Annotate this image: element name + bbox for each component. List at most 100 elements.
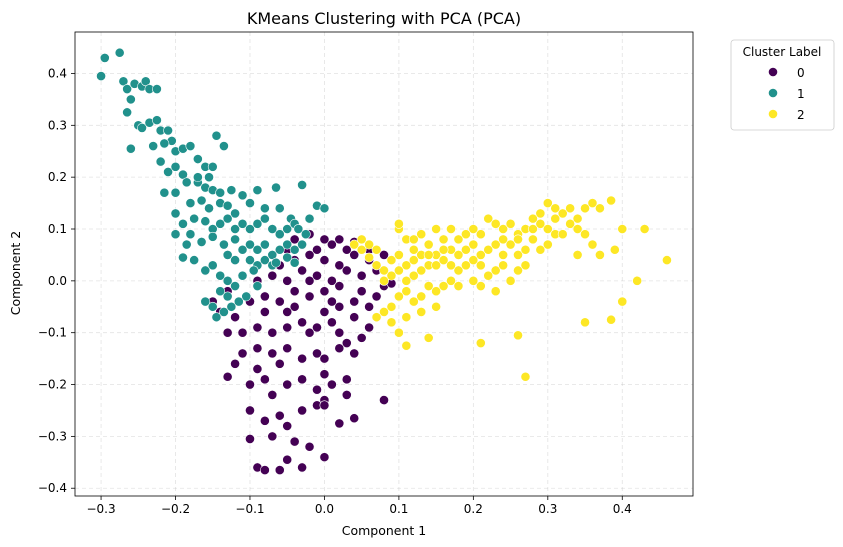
data-point-cluster-0 [282, 379, 293, 390]
data-point-cluster-1 [122, 84, 133, 94]
data-point-cluster-1 [245, 198, 255, 208]
data-point-cluster-2 [379, 265, 389, 276]
data-point-cluster-2 [408, 296, 419, 307]
data-point-cluster-0 [267, 270, 278, 281]
data-point-cluster-1 [237, 244, 248, 255]
data-point-cluster-0 [222, 371, 233, 382]
data-point-cluster-0 [349, 413, 360, 424]
data-point-cluster-2 [572, 213, 583, 224]
data-point-cluster-0 [304, 250, 315, 260]
data-point-cluster-1 [196, 237, 207, 247]
data-point-cluster-2 [371, 244, 382, 255]
data-point-cluster-1 [181, 239, 192, 250]
data-point-cluster-1 [207, 301, 218, 312]
data-point-cluster-1 [215, 218, 226, 229]
data-point-cluster-1 [319, 203, 330, 214]
data-point-cluster-2 [513, 265, 523, 276]
data-point-cluster-0 [334, 281, 345, 291]
data-point-cluster-1 [207, 161, 218, 172]
data-point-cluster-2 [542, 224, 553, 234]
data-point-cluster-1 [159, 138, 170, 149]
data-point-cluster-0 [282, 343, 293, 354]
data-point-cluster-1 [148, 141, 159, 151]
data-point-cluster-1 [274, 229, 285, 240]
legend-marker-2 [768, 109, 778, 119]
data-point-cluster-1 [207, 260, 218, 271]
data-point-cluster-0 [319, 255, 330, 266]
data-point-cluster-1 [230, 224, 240, 234]
data-point-cluster-0 [326, 296, 337, 307]
data-point-cluster-1 [289, 244, 300, 255]
legend-marker-0 [768, 67, 778, 77]
chart-title: KMeans Clustering with PCA (PCA) [247, 9, 521, 28]
x-tick-label: 0.2 [464, 502, 483, 516]
data-point-cluster-2 [572, 224, 583, 234]
x-tick-label: 0.1 [389, 502, 408, 516]
data-point-cluster-1 [178, 218, 188, 229]
data-point-cluster-2 [528, 234, 538, 245]
data-point-cluster-2 [483, 270, 494, 281]
x-tick-label: 0.3 [538, 502, 557, 516]
data-point-cluster-2 [520, 244, 531, 255]
data-point-cluster-1 [252, 244, 263, 255]
data-point-cluster-2 [423, 239, 434, 250]
data-point-cluster-2 [461, 260, 471, 271]
data-point-cluster-0 [297, 353, 307, 364]
data-point-cluster-0 [259, 374, 270, 385]
data-point-cluster-2 [528, 224, 538, 234]
data-point-cluster-0 [230, 358, 240, 369]
data-point-cluster-1 [245, 224, 255, 234]
data-point-cluster-0 [274, 410, 285, 421]
data-point-cluster-1 [192, 172, 203, 183]
data-point-cluster-2 [520, 371, 531, 382]
data-point-cluster-1 [200, 265, 211, 276]
data-point-cluster-1 [282, 239, 293, 250]
data-point-cluster-2 [550, 203, 561, 214]
data-point-cluster-1 [252, 218, 263, 229]
data-point-cluster-0 [222, 327, 233, 338]
data-point-cluster-1 [219, 239, 229, 250]
data-point-cluster-2 [606, 195, 616, 206]
data-point-cluster-1 [181, 177, 192, 188]
data-point-cluster-0 [304, 327, 315, 338]
data-point-cluster-2 [356, 244, 367, 255]
data-point-cluster-0 [312, 322, 322, 333]
data-point-cluster-0 [237, 348, 248, 359]
data-point-cluster-0 [252, 343, 263, 354]
data-point-cluster-1 [200, 216, 211, 227]
data-point-cluster-2 [498, 260, 509, 271]
data-point-cluster-1 [159, 187, 170, 198]
data-point-cluster-2 [468, 239, 479, 250]
data-point-cluster-1 [222, 275, 233, 286]
data-point-cluster-0 [334, 301, 345, 312]
data-point-cluster-1 [96, 71, 106, 81]
data-point-cluster-0 [267, 327, 278, 338]
data-point-cluster-0 [364, 322, 375, 333]
data-point-cluster-1 [237, 190, 248, 201]
data-point-cluster-0 [267, 348, 278, 359]
data-point-cluster-2 [401, 260, 412, 271]
data-point-cluster-2 [498, 224, 509, 234]
data-point-cluster-2 [475, 250, 486, 260]
data-point-cluster-0 [230, 312, 240, 323]
x-tick-label: 0.0 [315, 502, 334, 516]
data-point-cluster-1 [185, 229, 196, 240]
data-point-cluster-1 [155, 156, 166, 167]
data-point-cluster-0 [312, 384, 322, 395]
data-point-cluster-0 [274, 465, 285, 475]
data-point-cluster-2 [498, 250, 509, 260]
data-point-cluster-0 [326, 379, 337, 390]
data-point-cluster-2 [505, 275, 516, 286]
data-point-cluster-0 [282, 275, 293, 286]
data-point-cluster-2 [595, 250, 605, 260]
data-point-cluster-2 [580, 229, 590, 240]
data-point-cluster-0 [274, 358, 285, 369]
data-point-cluster-2 [453, 265, 464, 276]
data-point-cluster-2 [386, 317, 397, 328]
data-point-cluster-2 [528, 213, 538, 224]
y-tick-label: −0.1 [38, 326, 67, 340]
data-point-cluster-1 [219, 141, 229, 151]
y-tick-label: −0.2 [38, 378, 67, 392]
data-point-cluster-1 [226, 301, 237, 312]
data-point-cluster-2 [513, 330, 523, 341]
